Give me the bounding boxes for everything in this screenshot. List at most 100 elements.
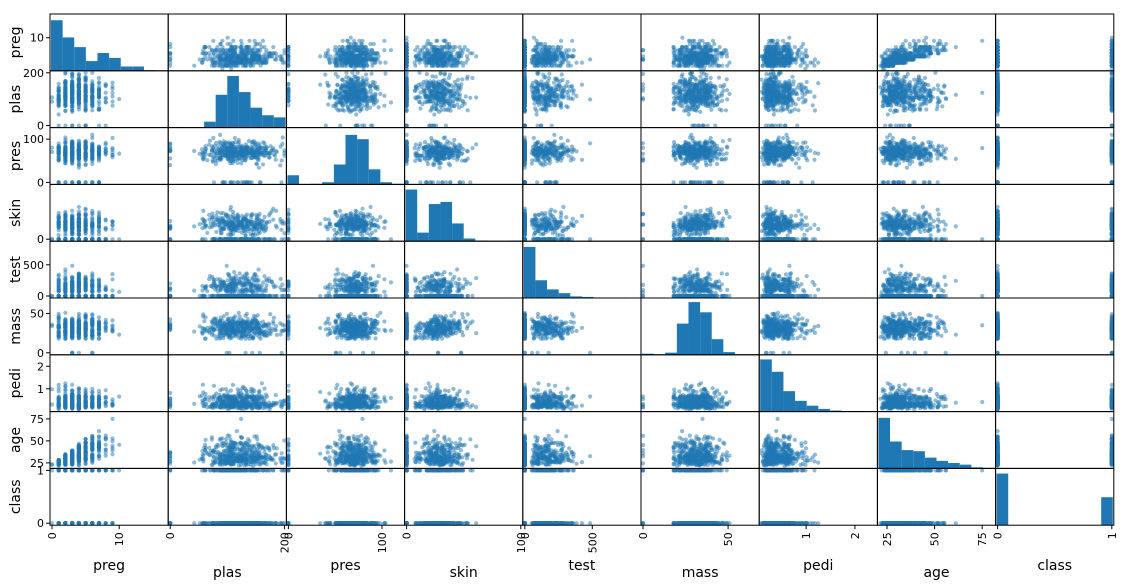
cell-frame-preg-class xyxy=(995,13,1115,72)
scatter-point xyxy=(49,99,55,104)
hist-bar-plas-3 xyxy=(204,121,216,128)
scatter-point xyxy=(421,45,426,50)
scatter-point xyxy=(404,66,409,71)
scatter-point xyxy=(242,63,247,68)
scatter-point xyxy=(234,45,239,50)
scatter-point xyxy=(70,123,75,128)
scatter-point xyxy=(522,51,527,56)
scatter-point xyxy=(470,75,475,81)
scatter-point xyxy=(574,60,579,65)
cell-plas-vs-preg xyxy=(49,70,169,129)
scatter-point xyxy=(76,89,81,94)
scatter-point xyxy=(542,82,547,87)
scatter-point xyxy=(360,45,365,50)
scatter-point xyxy=(438,71,443,76)
scatter-point xyxy=(448,89,453,94)
scatter-point xyxy=(96,123,102,128)
scatter-point xyxy=(680,35,685,40)
scatter-point xyxy=(200,60,205,65)
scatter-point xyxy=(70,95,75,100)
scatter-point xyxy=(76,72,81,77)
scatter-point xyxy=(995,51,1000,56)
scatter-point xyxy=(724,54,730,59)
scatter-point xyxy=(436,57,442,62)
scatter-point xyxy=(228,57,233,62)
scatter-point xyxy=(918,54,923,59)
scatter-point xyxy=(1109,48,1114,53)
scatter-point xyxy=(378,60,383,65)
scatter-point xyxy=(468,95,473,100)
scatter-point xyxy=(229,66,234,71)
hist-bar-preg-2 xyxy=(74,47,86,71)
scatter-point xyxy=(441,97,446,102)
scatter-point xyxy=(460,99,466,104)
scatter-point xyxy=(686,54,691,59)
scatter-point xyxy=(571,48,576,53)
scatter-point xyxy=(569,88,575,93)
scatter-point xyxy=(816,60,821,65)
scatter-point xyxy=(110,90,115,95)
scatter-point xyxy=(697,45,702,50)
scatter-point xyxy=(342,108,347,113)
scatter-point xyxy=(388,100,394,105)
scatter-point xyxy=(253,51,258,56)
scatter-point xyxy=(168,54,173,59)
scatter-point xyxy=(234,60,240,65)
scatter-point xyxy=(83,90,88,95)
cell-plas-vs-skin xyxy=(404,70,524,129)
scatter-point xyxy=(168,45,173,50)
scatter-point xyxy=(210,57,215,62)
scatter-point xyxy=(63,71,68,76)
scatter-point xyxy=(103,100,108,105)
scatter-point xyxy=(218,48,223,53)
scatter-point xyxy=(264,48,269,53)
scatter-point xyxy=(239,38,244,43)
scatter-point xyxy=(357,38,362,43)
scatter-point xyxy=(203,51,208,56)
scatter-point xyxy=(263,60,268,65)
scatter-point xyxy=(432,51,437,56)
scatter-point xyxy=(543,48,548,53)
scatter-point xyxy=(708,48,714,53)
scatter-point xyxy=(535,51,541,56)
scatter-point xyxy=(446,108,451,113)
scatter-point xyxy=(96,105,102,110)
scatter-point xyxy=(434,38,439,43)
scatter-point xyxy=(424,72,429,77)
scatter-point xyxy=(376,105,381,110)
scatter-point xyxy=(63,92,68,97)
scatter-point xyxy=(356,104,361,109)
scatter-point xyxy=(228,51,233,56)
scatter-point xyxy=(701,51,706,56)
scatter-point xyxy=(455,82,460,87)
scatter-point xyxy=(927,45,932,50)
scatter-point xyxy=(459,82,464,87)
scatter-point xyxy=(899,45,904,50)
scatter-point xyxy=(404,95,409,100)
scatter-point xyxy=(382,103,387,108)
scatter-point xyxy=(349,85,354,90)
scatter-point xyxy=(404,48,409,53)
scatter-point xyxy=(56,97,61,102)
scatter-point xyxy=(260,54,266,59)
cell-plas-vs-test xyxy=(522,70,642,129)
scatter-point xyxy=(457,88,462,93)
scatter-point xyxy=(262,45,267,50)
scatter-point xyxy=(683,60,688,65)
scatter-point xyxy=(455,96,460,101)
scatter-point xyxy=(787,35,792,40)
scatter-point xyxy=(370,63,375,68)
scatter-point xyxy=(460,60,465,65)
scatter-point xyxy=(772,45,777,50)
hist-bar-preg-5 xyxy=(109,57,121,71)
cell-frame-plas-preg xyxy=(49,70,169,129)
scatter-point xyxy=(370,57,376,62)
scatter-point xyxy=(56,104,61,109)
scatter-point xyxy=(896,57,901,62)
scatter-point xyxy=(273,51,278,56)
scatter-point xyxy=(342,83,348,88)
scatter-point xyxy=(415,95,420,100)
scatter-point xyxy=(205,57,210,62)
scatter-point xyxy=(351,89,356,94)
scatter-point xyxy=(286,72,291,77)
